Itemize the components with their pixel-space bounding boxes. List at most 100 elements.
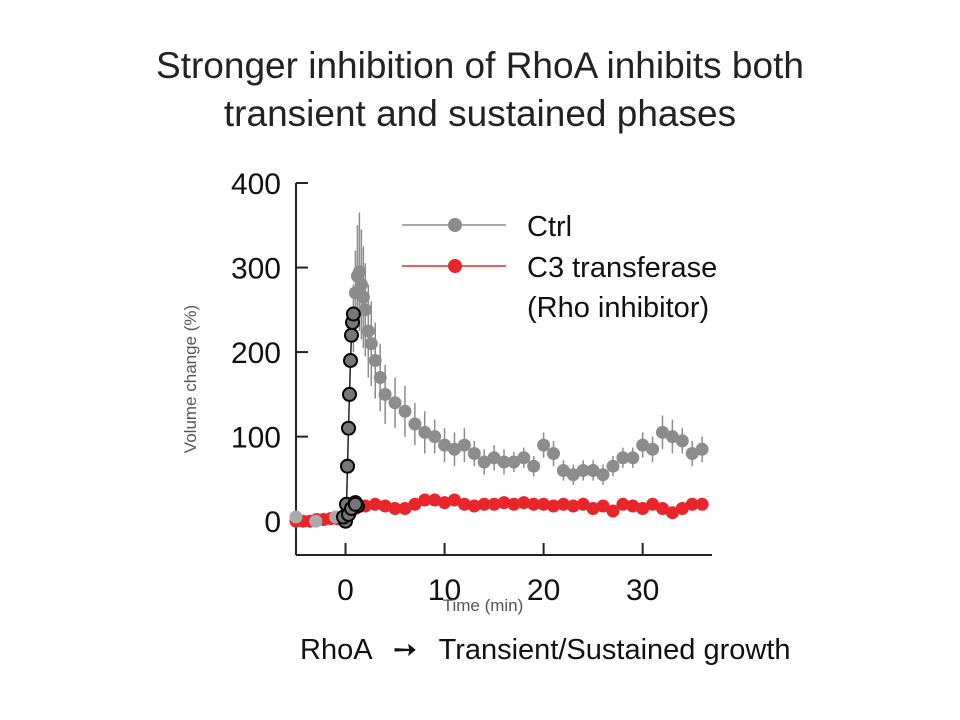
ctrl-data-point bbox=[477, 455, 491, 469]
slide-title-line-2: transient and sustained phases bbox=[223, 93, 737, 134]
y-tick-label: 200 bbox=[231, 337, 281, 370]
ctrl-data-point bbox=[467, 447, 481, 460]
ctrl-data-point bbox=[547, 447, 560, 460]
ctrl-data-point bbox=[398, 404, 412, 418]
ctrl-data-point bbox=[408, 417, 422, 431]
stimulus-data-point bbox=[342, 386, 357, 402]
ctrl-data-point bbox=[576, 464, 590, 477]
c3-data-point bbox=[586, 502, 600, 515]
c3-data-point bbox=[497, 496, 511, 510]
c3-data-point bbox=[368, 497, 382, 511]
ctrl-data-point bbox=[646, 442, 660, 456]
ctrl-data-point bbox=[537, 438, 551, 452]
c3-data-point bbox=[616, 497, 630, 511]
ctrl-data-point bbox=[368, 354, 382, 367]
ctrl-data-point bbox=[358, 303, 372, 317]
c3-data-point bbox=[378, 499, 392, 513]
ctrl-data-point bbox=[352, 265, 366, 279]
ctrl-data-point bbox=[354, 278, 368, 291]
ctrl-data-point bbox=[361, 324, 375, 338]
ctrl-data-point bbox=[438, 438, 452, 452]
c3-data-point bbox=[547, 499, 560, 513]
c3-data-point bbox=[675, 502, 689, 515]
c3-data-point bbox=[467, 499, 481, 513]
ctrl-data-point bbox=[626, 451, 640, 465]
ctrl-data-point bbox=[457, 438, 471, 452]
y-tick-label: 100 bbox=[231, 422, 281, 455]
c3-data-point bbox=[517, 496, 531, 510]
c3-data-point bbox=[566, 499, 580, 513]
ctrl-data-point bbox=[616, 451, 630, 465]
c3-data-point bbox=[448, 493, 461, 507]
ctrl-data-point bbox=[448, 442, 461, 456]
ctrl-data-point bbox=[517, 451, 531, 465]
c3-data-point bbox=[428, 493, 442, 507]
x-tick-label: 20 bbox=[527, 574, 560, 607]
c3-data-point bbox=[438, 496, 452, 510]
c3-data-point bbox=[695, 497, 709, 511]
right-arrow-icon: ➙ bbox=[392, 634, 418, 666]
c3-data-point bbox=[507, 497, 521, 511]
legend-ctrl-marker bbox=[448, 218, 462, 232]
c3-data-point bbox=[626, 499, 640, 513]
ctrl-data-point bbox=[378, 387, 392, 401]
c3-data-point bbox=[556, 497, 570, 511]
c3-data-point bbox=[646, 497, 660, 511]
x-tick-label: 10 bbox=[428, 574, 461, 607]
c3-data-point bbox=[388, 502, 402, 515]
legend-c3-label: C3 transferase bbox=[527, 252, 717, 284]
c3-data-point bbox=[576, 497, 590, 511]
ctrl-data-point bbox=[497, 455, 511, 469]
ctrl-data-point bbox=[507, 455, 521, 469]
c3-data-point bbox=[487, 497, 501, 511]
legend-ctrl-label: Ctrl bbox=[527, 211, 572, 243]
x-tick-label: 0 bbox=[337, 574, 354, 607]
baseline-data-point bbox=[289, 510, 303, 524]
stimulus-data-point bbox=[341, 420, 356, 436]
c3-data-point bbox=[606, 504, 620, 518]
c3-data-point bbox=[418, 493, 432, 507]
x-axis-label: Time (min) bbox=[443, 596, 524, 615]
ctrl-data-point bbox=[418, 425, 432, 439]
stimulus-data-point bbox=[344, 327, 359, 343]
c3-data-point bbox=[457, 497, 471, 511]
y-axis-label: Volume change (%) bbox=[181, 305, 200, 453]
slide-title: Stronger inhibition of RhoA inhibits bot… bbox=[0, 42, 960, 138]
ctrl-data-point bbox=[428, 430, 442, 444]
ctrl-data-point bbox=[656, 425, 669, 439]
c3-data-point bbox=[527, 497, 541, 511]
c3-data-point bbox=[656, 502, 669, 515]
y-tick-label: 0 bbox=[264, 506, 281, 539]
c3-data-point bbox=[596, 499, 610, 513]
slide-title-line-1: Stronger inhibition of RhoA inhibits bot… bbox=[156, 45, 804, 86]
ctrl-data-point bbox=[487, 451, 501, 465]
ctrl-data-point bbox=[364, 337, 378, 351]
ctrl-data-point bbox=[566, 468, 580, 482]
ctrl-data-point bbox=[665, 430, 679, 444]
ctrl-data-point bbox=[586, 464, 600, 477]
ctrl-data-point bbox=[556, 464, 570, 477]
c3-data-point bbox=[537, 497, 551, 511]
ctrl-data-point bbox=[388, 396, 402, 410]
ctrl-data-point bbox=[356, 290, 370, 304]
c3-data-point bbox=[398, 502, 412, 515]
ctrl-data-point bbox=[675, 434, 689, 448]
c3-data-point bbox=[685, 497, 699, 511]
ctrl-data-point bbox=[606, 459, 620, 473]
c3-data-point bbox=[408, 497, 422, 511]
y-tick-label: 300 bbox=[231, 253, 281, 286]
stimulus-data-point bbox=[343, 353, 358, 368]
ctrl-data-point bbox=[636, 438, 650, 452]
c3-data-point bbox=[636, 502, 650, 515]
ctrl-data-point bbox=[685, 447, 699, 460]
stimulus-data-point bbox=[340, 458, 355, 474]
caption-growth: Transient/Sustained growth bbox=[438, 634, 791, 666]
stimulus-trace-line bbox=[344, 313, 355, 522]
ctrl-data-point bbox=[695, 442, 709, 456]
stimulus-data-point bbox=[347, 496, 363, 512]
ctrl-data-point bbox=[596, 468, 610, 482]
legend-c3-marker bbox=[448, 259, 462, 273]
y-tick-label: 400 bbox=[231, 168, 281, 201]
ctrl-data-point bbox=[373, 371, 387, 384]
